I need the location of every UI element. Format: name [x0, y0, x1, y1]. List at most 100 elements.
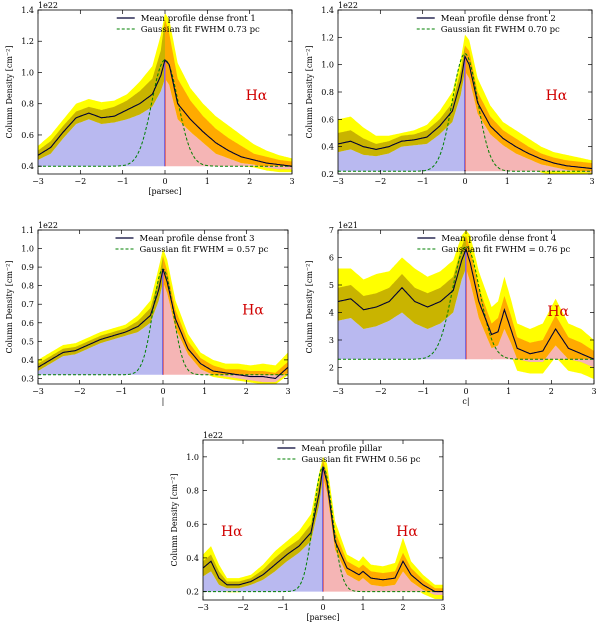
x-tick-label: −3 [197, 603, 209, 612]
y-tick-label: 0.4 [321, 143, 334, 152]
y-tick-label: 4 [329, 309, 334, 318]
y-tick-label: 0.8 [21, 100, 34, 109]
x-tick-label: 1 [360, 603, 365, 612]
x-tick-label: 1 [205, 177, 210, 186]
x-tick-label: −2 [74, 177, 86, 186]
y-tick-label: 0.7 [21, 300, 34, 309]
x-tick-label: 2 [549, 387, 554, 396]
x-axis-label: [parsec] [306, 613, 339, 622]
axis-scale-label: 1e22 [38, 221, 58, 230]
x-tick-label: 3 [285, 387, 290, 396]
y-axis-label: Column Density [cm⁻²] [305, 46, 314, 139]
right-profile-fill [163, 282, 288, 383]
y-tick-label: 6 [329, 254, 334, 263]
left-profile-fill [38, 282, 163, 375]
legend-fit-label: Gaussian fit FWHM 0.70 pc [441, 25, 560, 35]
y-axis-label: Column Density [cm⁻²] [305, 261, 314, 354]
x-tick-label: −2 [237, 603, 249, 612]
y-tick-label: 0.8 [186, 487, 199, 496]
gaussian-fit-line [338, 245, 594, 360]
y-tick-label: 0.5 [21, 337, 34, 346]
h-alpha-annotation: Hα [547, 304, 569, 320]
x-tick-label: −3 [32, 387, 44, 396]
h-alpha-annotation: Hα [546, 88, 568, 104]
y-tick-label: 7 [329, 226, 334, 235]
x-tick-label: −2 [375, 387, 387, 396]
x-tick-label: 0 [462, 177, 467, 186]
plot-area [38, 13, 292, 173]
legend-mean-label: Mean profile dense front 4 [441, 234, 556, 244]
x-axis-label: | [162, 397, 165, 406]
x-tick-label: 3 [440, 603, 445, 612]
x-tick-label: 0 [463, 387, 468, 396]
chart-panel-dense-front-4: −3 −2 −1 0 1 2 3 2 3 4 5 6 7 1e21 Column Density [cm⁻²… [305, 221, 597, 406]
legend-fit-label: Gaussian fit FWHM = 0.76 pc [441, 245, 570, 255]
x-tick-label: 3 [591, 387, 596, 396]
x-tick-label: −1 [417, 177, 429, 186]
y-tick-label: 1.2 [321, 33, 334, 42]
y-axis-label: Column Density [cm⁻²] [5, 46, 14, 139]
y-tick-label: 1.2 [21, 37, 34, 46]
y-axis-label: Column Density [cm⁻²] [5, 261, 14, 354]
left-profile-fill [38, 78, 165, 167]
y-tick-label: 2 [329, 364, 334, 373]
inner-dispersion-band-left [338, 235, 466, 329]
y-tick-label: 0.8 [21, 282, 34, 291]
x-tick-label: 3 [289, 177, 294, 186]
x-tick-label: −3 [332, 177, 344, 186]
axis-scale-label: 1e22 [38, 1, 58, 10]
y-tick-label: 0.8 [321, 88, 334, 97]
chart-panel-dense-front-3: −3 −2 −1 0 1 2 3 0.3 0.4 0.5 0.6 0.7 0.8 0.9 1.0 1.1 1e2… [5, 221, 291, 406]
legend-mean-label: Mean profile dense front 3 [140, 234, 255, 244]
mean-profile-line [338, 247, 594, 360]
x-tick-label: −1 [417, 387, 429, 396]
h-alpha-annotation: Hα [242, 303, 264, 319]
x-axis-label: c| [462, 397, 469, 406]
plot-area [338, 34, 592, 174]
right-profile-fill [323, 477, 443, 595]
x-tick-label: −3 [332, 387, 344, 396]
x-tick-label: −1 [117, 177, 129, 186]
x-tick-label: −1 [115, 387, 127, 396]
axis-scale-label: 1e22 [338, 1, 358, 10]
legend-fit-label: Gaussian fit FWHM = 0.57 pc [140, 245, 269, 255]
y-tick-label: 1.0 [186, 453, 199, 462]
h-alpha-annotation: Hα [246, 88, 268, 104]
legend-mean-label: Mean profile pillar [301, 444, 382, 454]
y-tick-label: 1.1 [21, 226, 34, 235]
x-tick-label: 2 [244, 387, 249, 396]
legend-fit-label: Gaussian fit FWHM 0.73 pc [141, 25, 260, 35]
y-tick-label: 0.6 [321, 115, 334, 124]
x-tick-label: 2 [547, 177, 552, 186]
x-tick-label: 2 [247, 177, 252, 186]
y-tick-label: 0.6 [186, 520, 199, 529]
gaussian-fit-line [38, 59, 292, 167]
x-tick-label: 0 [162, 177, 167, 186]
y-tick-label: 1.4 [321, 6, 334, 15]
plot-area [203, 456, 443, 599]
x-tick-label: 1 [202, 387, 207, 396]
inner-dispersion-band-right [165, 19, 292, 170]
mean-profile-line [338, 54, 592, 170]
x-tick-label: −2 [74, 387, 86, 396]
plot-area [38, 248, 288, 384]
y-axis-label: Column Density [cm⁻²] [170, 474, 179, 567]
h-alpha-annotation: Hα [221, 524, 243, 540]
x-tick-label: 0 [160, 387, 165, 396]
x-tick-label: 3 [589, 177, 594, 186]
y-tick-label: 0.3 [21, 374, 34, 383]
inner-dispersion-band-left [338, 45, 465, 157]
y-tick-label: 1.0 [21, 68, 34, 77]
axis-scale-label: 1e21 [338, 221, 358, 230]
x-tick-label: −1 [277, 603, 289, 612]
outer-dispersion-band [338, 230, 594, 379]
axis-scale-label: 1e22 [203, 431, 223, 440]
h-alpha-annotation: Hα [396, 524, 418, 540]
y-tick-label: 1.0 [321, 61, 334, 70]
y-tick-label: 0.6 [21, 319, 34, 328]
y-tick-label: 1.4 [21, 6, 34, 15]
y-tick-label: 0.4 [21, 162, 34, 171]
y-tick-label: 5 [329, 281, 334, 290]
x-tick-label: 1 [506, 387, 511, 396]
x-tick-label: 1 [505, 177, 510, 186]
